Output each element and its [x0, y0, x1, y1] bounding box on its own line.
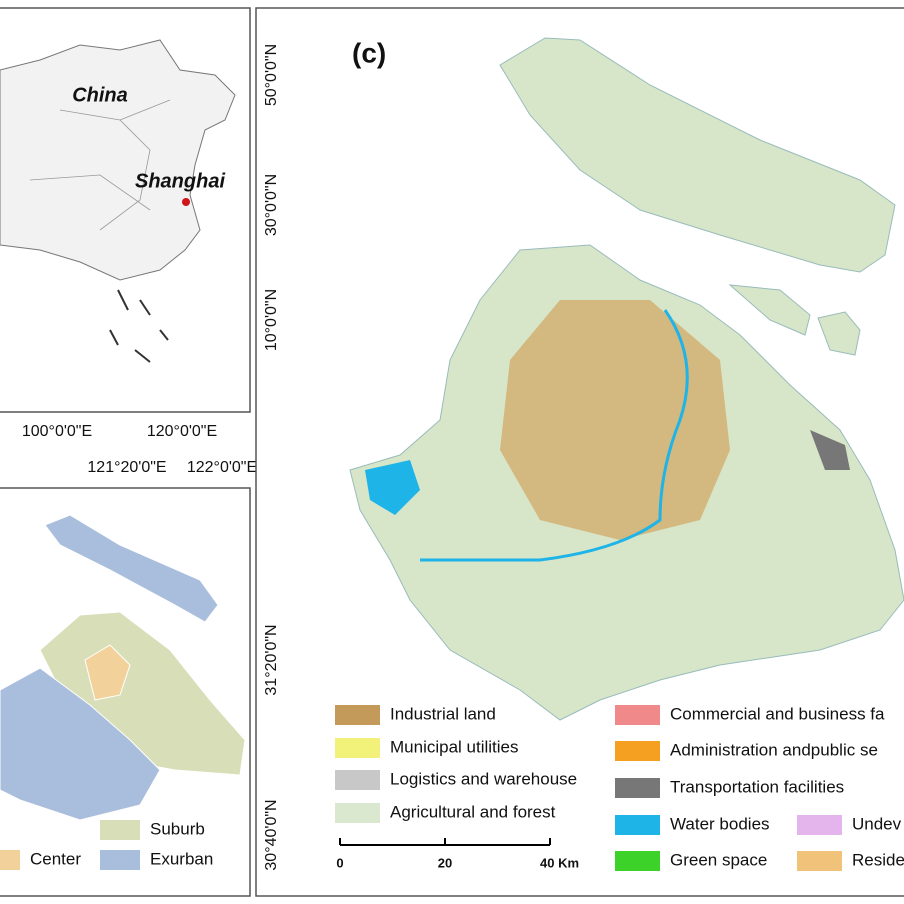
lat-tick-label: 30°40'0"N [263, 799, 280, 870]
panel-c-frame [255, 7, 904, 897]
scale-label: 0 [336, 855, 343, 870]
legend-label: Industrial land [390, 704, 496, 723]
legend-label: Administration andpublic se [670, 740, 878, 759]
legend-label: Water bodies [670, 814, 770, 833]
legend-label: Reside [852, 850, 904, 869]
legend-swatch [0, 850, 20, 870]
china-map [0, 39, 236, 281]
legend-label: Agricultural and forest [390, 802, 556, 821]
lon-tick-label: 100°0'0"E [22, 423, 92, 440]
lon-tick-label: 121°20'0"E [87, 459, 166, 476]
small-islands [728, 284, 861, 356]
exurban-region [0, 667, 161, 821]
legend-swatch [335, 770, 380, 790]
province-borders [29, 99, 171, 231]
lon-tick-label: 122°0'0"E [187, 459, 257, 476]
legend-swatch [615, 778, 660, 798]
shanghai-marker [182, 198, 190, 206]
panel-b-frame [0, 487, 251, 897]
lake [365, 460, 420, 515]
scale-label: 40 Km [540, 855, 579, 870]
legend-label: Undev [852, 814, 902, 833]
legend-swatch [797, 815, 842, 835]
panel-label: (c) [352, 37, 386, 68]
legend-swatch [335, 803, 380, 823]
lat-tick-label: 10°0'0"N [263, 289, 280, 351]
map-label: Shanghai [135, 170, 225, 192]
airport [810, 430, 850, 470]
legend-swatch [797, 851, 842, 871]
center-region [84, 644, 131, 701]
map-label: China [72, 84, 128, 106]
legend-label: Transportation facilities [670, 777, 844, 796]
lat-tick-label: 50°0'0"N [263, 44, 280, 106]
legend-label: Municipal utilities [390, 737, 519, 756]
lat-tick-label: 31°20'0"N [263, 624, 280, 695]
legend-label: Suburb [150, 819, 205, 838]
urban-core [500, 300, 730, 540]
panel-a-frame [0, 7, 251, 413]
island-region [44, 514, 219, 623]
legend-swatch [615, 815, 660, 835]
river [420, 309, 689, 562]
legend-label: Exurban [150, 849, 213, 868]
legend-swatch [615, 705, 660, 725]
legend-swatch [100, 820, 140, 840]
lon-tick-label: 120°0'0"E [147, 423, 217, 440]
legend-label: Green space [670, 850, 767, 869]
islands [109, 289, 169, 363]
chongming-island [499, 37, 896, 273]
legend-swatch [615, 851, 660, 871]
lat-tick-label: 30°0'0"N [263, 174, 280, 236]
legend-swatch [100, 850, 140, 870]
legend-label: Logistics and warehouse [390, 769, 577, 788]
legend-label: Center [30, 849, 81, 868]
legend-swatch [335, 705, 380, 725]
scale-label: 20 [438, 855, 452, 870]
legend-swatch [335, 738, 380, 758]
legend-label: Commercial and business fa [670, 704, 885, 723]
legend-swatch [615, 741, 660, 761]
